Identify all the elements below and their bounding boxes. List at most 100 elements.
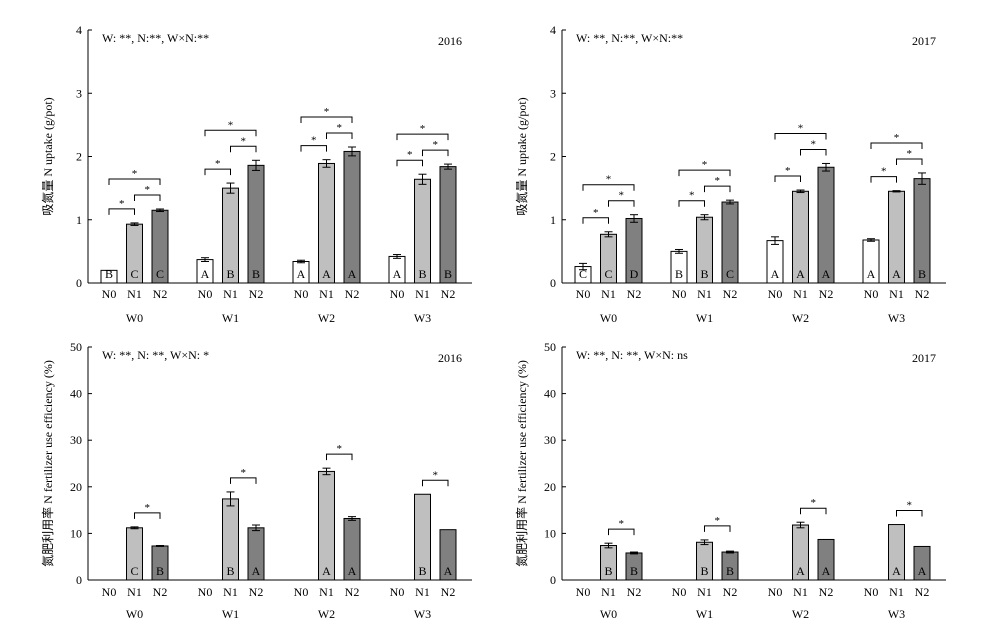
bracket-n0-n1 [678,200,705,207]
group-label-w3: W3 [888,607,905,621]
group-label-w1: W1 [222,311,239,325]
bracket-n0-n2 [678,169,731,177]
x-tick-label-n2: N2 [153,585,168,599]
y-axis-title-cn: 氮肥利用率 [514,504,529,567]
chart-panel-top-left: 0 1 2 3 4 吸氮量 N uptake (g/pot) W: **, N:**, W×… [40,23,472,325]
bracket-n1-n2 [326,132,353,140]
significance-star: * [215,158,221,170]
bracket-n0-n2 [870,142,923,149]
significance-star: * [324,106,330,118]
y-axis-title-cn: 吸氮量 [40,177,55,216]
significance-letter: A [892,267,901,281]
y-tick-label: 30 [544,433,556,447]
significance-star: * [593,207,599,219]
significance-star: * [433,139,439,151]
significance-star: * [619,518,625,530]
x-tick-label-n2: N2 [441,585,456,599]
x-tick-label-n1: N1 [697,585,712,599]
significance-letter: B [418,267,426,281]
x-tick-label-n2: N2 [819,585,834,599]
significance-letter: A [393,267,402,281]
significance-star: * [894,132,900,144]
stats-annotation: W: **, N:**, W×N:** [576,31,683,45]
significance-star: * [619,190,625,202]
significance-star: * [241,135,247,147]
significance-letter: A [348,267,357,281]
bracket-n0-n2 [582,184,635,191]
bracket-n0-n2 [396,133,449,141]
bar-w2-n2 [343,150,361,284]
bar-w0-n0 [100,269,118,284]
x-tick-label-n2: N2 [627,287,642,301]
significance-star: * [715,175,721,187]
x-tick-label-n1: N1 [319,585,334,599]
bracket-n0-n1 [774,175,801,183]
bracket-n0-n1 [396,159,423,167]
y-axis-title: 吸氮量 N uptake (g/pot) [514,97,529,215]
stats-annotation: W: **, N: **, W×N: * [102,348,209,362]
bracket-n1-n2 [230,477,257,484]
significance-letter: A [297,267,306,281]
significance-letter: B [726,564,734,578]
x-tick-label-n1: N1 [415,585,430,599]
x-tick-label-n1: N1 [127,287,142,301]
x-tick-label-n2: N2 [249,287,264,301]
significance-letter: A [892,564,901,578]
group-label-w0: W0 [126,607,143,621]
group-label-w0: W0 [126,311,143,325]
significance-letter: C [604,267,612,281]
x-tick-label-n2: N2 [723,287,738,301]
significance-letter: C [130,564,138,578]
y-axis-title: 氮肥利用率 N fertilizer use efficiency (%) [514,360,529,567]
bracket-n1-n2 [704,525,731,532]
year-label: 2017 [912,351,936,365]
year-label: 2016 [438,351,462,365]
x-tick-label-n2: N2 [249,585,264,599]
group-label-w3: W3 [888,311,905,325]
significance-star: * [311,135,317,147]
x-tick-label-n0: N0 [768,585,783,599]
bar-w2-n1 [318,162,335,284]
significance-letter: A [867,267,876,281]
y-axis-title-en: N uptake (g/pot) [515,97,529,176]
x-tick-label-n0: N0 [198,585,213,599]
y-tick-label: 2 [76,150,82,164]
x-tick-label-n2: N2 [627,585,642,599]
x-tick-label-n1: N1 [889,287,904,301]
y-axis-title-en: N fertilizer use efficiency (%) [41,360,55,504]
x-tick-label-n0: N0 [294,287,309,301]
bracket-n1-n2 [422,149,449,157]
bracket-n1-n2 [134,194,161,201]
x-tick-label-n2: N2 [441,287,456,301]
y-tick-label: 1 [550,213,556,227]
y-tick-label: 20 [544,480,556,494]
group-label-w2: W2 [318,607,335,621]
y-tick-label: 10 [544,526,556,540]
bracket-n1-n2 [704,185,731,193]
x-tick-label-n2: N2 [345,287,360,301]
x-tick-label-n1: N1 [127,585,142,599]
significance-star: * [689,190,695,202]
significance-star: * [715,515,721,527]
x-tick-label-n1: N1 [601,585,616,599]
bar-w3-n1 [888,524,905,581]
significance-star: * [798,122,804,134]
x-tick-label-n1: N1 [415,287,430,301]
y-axis-title-en: N fertilizer use efficiency (%) [515,360,529,504]
bracket-n0-n2 [774,132,827,140]
x-tick-label-n2: N2 [723,585,738,599]
significance-star: * [337,443,343,455]
significance-letter: A [822,267,831,281]
bar-w2-n2 [817,166,835,284]
y-tick-label: 10 [70,526,82,540]
y-tick-label: 50 [544,340,556,354]
group-label-w2: W2 [792,607,809,621]
chart-panel-bottom-left: 0 10 20 30 40 50 氮肥利用率 N fertilizer use effici… [40,340,472,621]
y-tick-label: 30 [70,433,82,447]
significance-star: * [785,165,791,177]
bracket-n0-n2 [300,116,353,124]
significance-letter: A [348,564,357,578]
significance-letter: C [579,267,587,281]
x-tick-label-n0: N0 [198,287,213,301]
